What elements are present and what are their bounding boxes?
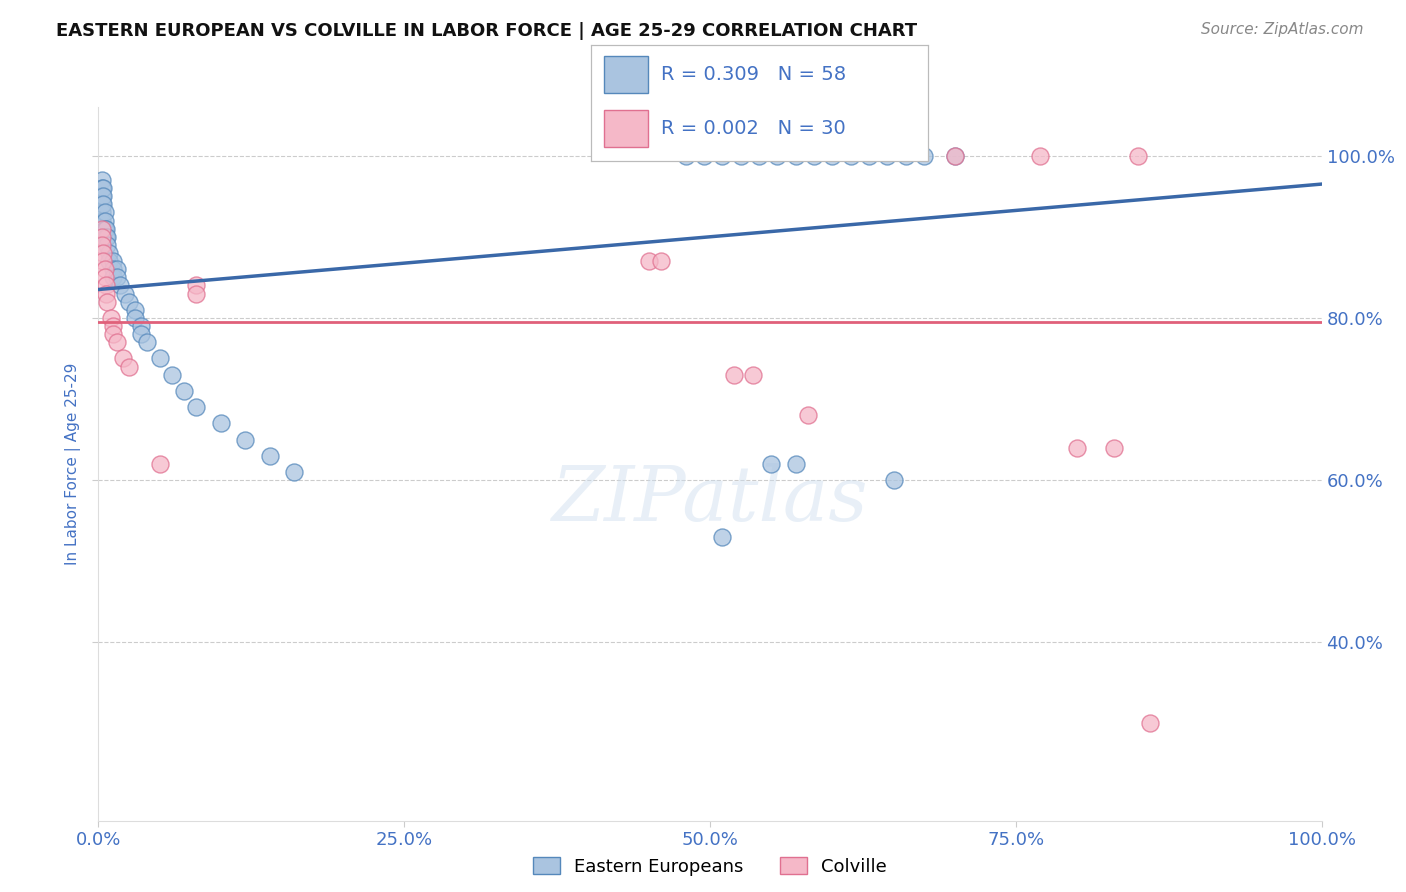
Point: [136, 335, 159, 350]
Point: [1102, 441, 1125, 455]
Point: [883, 473, 905, 487]
Point: [91, 205, 114, 219]
Point: [105, 270, 128, 285]
FancyBboxPatch shape: [605, 56, 648, 94]
Point: [912, 149, 935, 163]
Point: [91, 213, 114, 227]
Point: [91, 181, 114, 195]
Point: [101, 327, 124, 342]
Point: [730, 149, 752, 163]
Point: [638, 254, 661, 268]
Point: [650, 254, 672, 268]
Point: [110, 278, 132, 293]
Point: [283, 465, 305, 479]
Point: [173, 384, 195, 398]
FancyBboxPatch shape: [605, 110, 648, 146]
Point: [96, 294, 118, 309]
Point: [785, 149, 807, 163]
Point: [894, 149, 917, 163]
Point: [91, 189, 114, 203]
Text: Source: ZipAtlas.com: Source: ZipAtlas.com: [1201, 22, 1364, 37]
Point: [186, 278, 208, 293]
Point: [101, 262, 124, 277]
Point: [91, 254, 114, 268]
Point: [766, 149, 789, 163]
Point: [91, 238, 114, 252]
Point: [1029, 149, 1052, 163]
Point: [741, 368, 763, 382]
Point: [101, 270, 124, 285]
Point: [91, 197, 114, 211]
Point: [723, 368, 745, 382]
Point: [129, 327, 152, 342]
Point: [94, 229, 117, 244]
Point: [803, 149, 825, 163]
Point: [114, 286, 136, 301]
Point: [96, 238, 118, 252]
Text: R = 0.309   N = 58: R = 0.309 N = 58: [661, 65, 846, 84]
Point: [91, 221, 114, 235]
Text: EASTERN EUROPEAN VS COLVILLE IN LABOR FORCE | AGE 25-29 CORRELATION CHART: EASTERN EUROPEAN VS COLVILLE IN LABOR FO…: [56, 22, 917, 40]
Point: [94, 278, 117, 293]
Point: [111, 351, 134, 366]
Point: [91, 197, 114, 211]
Point: [93, 270, 115, 285]
Point: [797, 408, 820, 422]
Point: [149, 351, 172, 366]
Point: [105, 262, 128, 277]
Point: [160, 368, 183, 382]
Point: [94, 286, 117, 301]
Text: ZIPatlas: ZIPatlas: [551, 463, 869, 536]
Point: [98, 246, 121, 260]
Point: [1139, 716, 1161, 731]
Point: [129, 318, 152, 333]
Point: [118, 359, 141, 374]
Legend: Eastern Europeans, Colville: Eastern Europeans, Colville: [526, 850, 894, 883]
Point: [233, 433, 256, 447]
Point: [839, 149, 862, 163]
Point: [101, 318, 124, 333]
Point: [943, 149, 966, 163]
Point: [105, 335, 128, 350]
Point: [118, 294, 141, 309]
Point: [1066, 441, 1088, 455]
Point: [693, 149, 716, 163]
Point: [101, 254, 124, 268]
Point: [93, 221, 115, 235]
Point: [91, 181, 114, 195]
Point: [93, 205, 115, 219]
Point: [209, 417, 232, 431]
Point: [91, 189, 114, 203]
Point: [94, 221, 117, 235]
Point: [761, 457, 783, 471]
Point: [1128, 149, 1150, 163]
Point: [711, 530, 734, 544]
Point: [149, 457, 172, 471]
Point: [675, 149, 697, 163]
Point: [259, 449, 281, 463]
Point: [124, 302, 146, 317]
Point: [100, 310, 122, 325]
Point: [876, 149, 898, 163]
Point: [91, 173, 114, 187]
Point: [943, 149, 966, 163]
Point: [821, 149, 844, 163]
Point: [93, 213, 115, 227]
Point: [785, 457, 807, 471]
Point: [98, 254, 121, 268]
Point: [711, 149, 734, 163]
Point: [93, 262, 115, 277]
Point: [186, 286, 208, 301]
Y-axis label: In Labor Force | Age 25-29: In Labor Force | Age 25-29: [65, 363, 82, 565]
Point: [96, 229, 118, 244]
Point: [124, 310, 146, 325]
Text: R = 0.002   N = 30: R = 0.002 N = 30: [661, 119, 846, 137]
Point: [91, 229, 114, 244]
Point: [91, 246, 114, 260]
Point: [748, 149, 770, 163]
Point: [858, 149, 880, 163]
Point: [186, 400, 208, 414]
